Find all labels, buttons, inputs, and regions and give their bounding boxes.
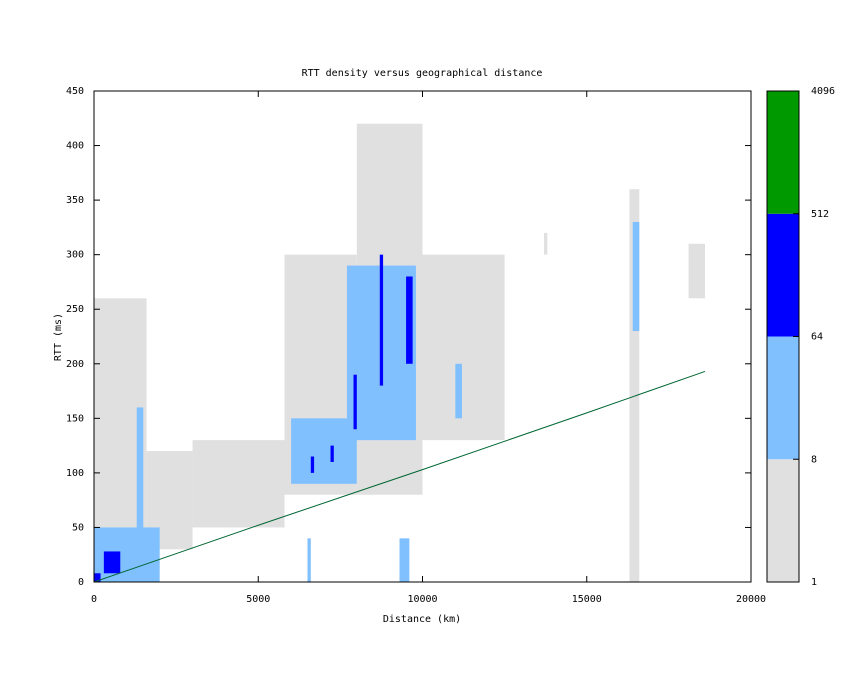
x-tick-label: 10000 (407, 594, 437, 605)
density-cell (632, 221, 640, 332)
density-cell (455, 363, 462, 419)
density-cell (192, 440, 285, 528)
x-tick-label: 0 (91, 594, 97, 605)
density-cell (544, 232, 548, 255)
colorbar-tick-label: 64 (811, 332, 823, 343)
y-tick-label: 300 (66, 250, 84, 261)
y-axis-label: RTT (ms) (53, 313, 64, 361)
fit-line (93, 370, 706, 583)
density-cell (310, 456, 315, 473)
density-cell (307, 538, 311, 582)
x-tick-label: 5000 (246, 594, 270, 605)
colorbar-tick-label: 512 (811, 209, 829, 220)
colorbar-band (767, 459, 799, 582)
y-tick-label: 50 (72, 522, 84, 533)
density-cell (353, 374, 357, 430)
density-cell (399, 538, 410, 582)
colorbar-band (767, 213, 799, 337)
y-tick-label: 200 (66, 359, 84, 370)
density-cell (94, 527, 160, 582)
colorbar-band (767, 91, 799, 214)
y-tick-label: 450 (66, 86, 84, 97)
heatmap (94, 123, 706, 582)
colorbar-tick-label: 8 (811, 454, 817, 465)
chart-title: RTT density versus geographical distance (302, 68, 543, 79)
density-cell (422, 254, 505, 441)
y-tick-label: 400 (66, 141, 84, 152)
density-cell (688, 243, 706, 299)
x-axis-label: Distance (km) (383, 614, 461, 625)
y-tick-label: 350 (66, 195, 84, 206)
colorbar-band (767, 336, 799, 460)
density-cell (629, 189, 640, 582)
density-cell (136, 407, 144, 539)
density-cell (330, 445, 334, 462)
colorbar-tick-label: 4096 (811, 86, 835, 97)
density-cell (94, 573, 101, 582)
density-cell (379, 254, 384, 386)
y-tick-label: 150 (66, 413, 84, 424)
y-tick-label: 0 (78, 577, 84, 588)
x-tick-label: 20000 (736, 594, 766, 605)
density-cell (103, 551, 121, 574)
x-tick-label: 15000 (572, 594, 602, 605)
density-cell (291, 418, 357, 484)
y-tick-label: 250 (66, 304, 84, 315)
y-tick-label: 100 (66, 468, 84, 479)
colorbar-tick-label: 1 (811, 577, 817, 588)
density-cell (406, 276, 413, 364)
